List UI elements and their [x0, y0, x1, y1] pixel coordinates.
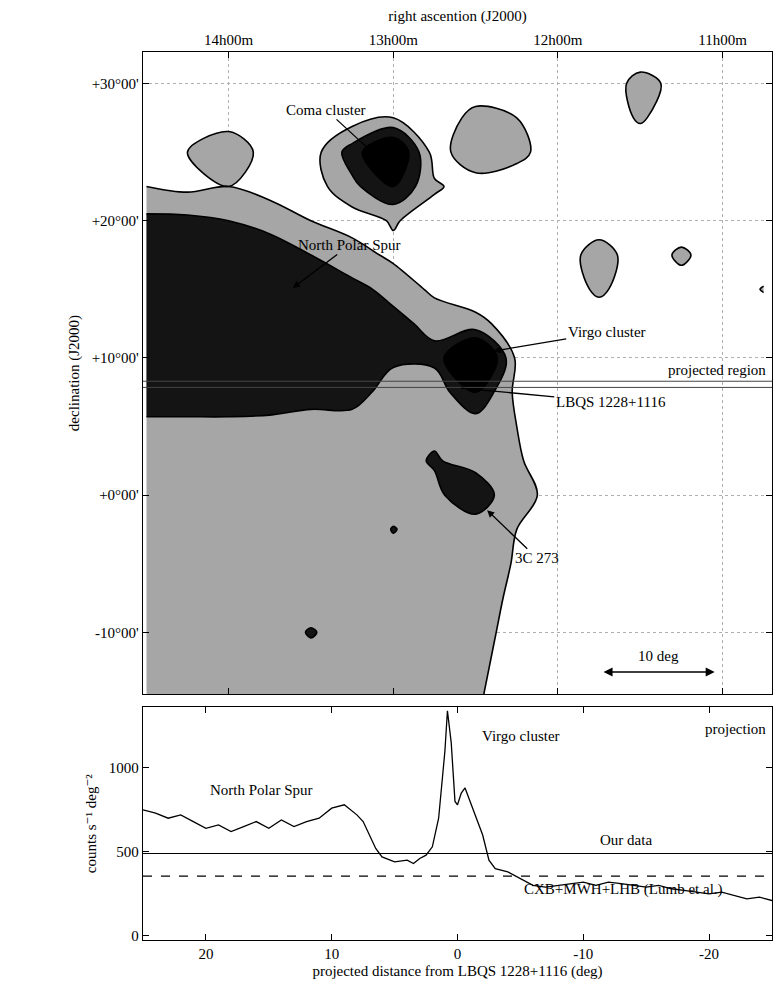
svg-text:+10°00': +10°00' [92, 350, 139, 366]
svg-text:counts s⁻¹ deg⁻²: counts s⁻¹ deg⁻² [83, 774, 99, 873]
svg-text:projected region: projected region [668, 362, 766, 378]
svg-text:right ascention (J2000): right ascention (J2000) [388, 8, 526, 25]
svg-text:12h00m: 12h00m [533, 32, 583, 48]
svg-text:0: 0 [454, 946, 462, 962]
svg-text:14h00m: 14h00m [204, 32, 254, 48]
svg-text:+20°00': +20°00' [92, 213, 139, 229]
svg-text:10 deg: 10 deg [638, 648, 679, 664]
svg-text:1000: 1000 [109, 760, 139, 776]
svg-text:+0°00': +0°00' [99, 487, 139, 503]
svg-text:projected distance from LBQS 1: projected distance from LBQS 1228+1116 (… [312, 963, 602, 980]
svg-text:+30°00': +30°00' [92, 76, 139, 92]
svg-text:3C 273: 3C 273 [515, 550, 559, 566]
svg-text:-10: -10 [573, 946, 593, 962]
svg-text:Coma cluster: Coma cluster [286, 102, 366, 118]
svg-text:North Polar Spur: North Polar Spur [298, 237, 401, 253]
svg-text:20: 20 [198, 946, 213, 962]
svg-text:0: 0 [131, 928, 139, 944]
svg-text:Virgo cluster: Virgo cluster [482, 728, 560, 744]
svg-text:North Polar Spur: North Polar Spur [210, 782, 313, 798]
svg-text:projection: projection [705, 721, 766, 737]
svg-text:Our data: Our data [600, 832, 652, 848]
svg-text:Virgo cluster: Virgo cluster [568, 324, 646, 340]
svg-text:13h00m: 13h00m [369, 32, 419, 48]
svg-text:-20: -20 [699, 946, 719, 962]
svg-text:LBQS 1228+1116: LBQS 1228+1116 [556, 394, 666, 410]
svg-text:11h00m: 11h00m [698, 32, 747, 48]
svg-text:500: 500 [116, 844, 139, 860]
svg-text:10: 10 [324, 946, 339, 962]
svg-text:-10°00': -10°00' [95, 625, 139, 641]
svg-text:declination (J2000): declination (J2000) [66, 315, 83, 431]
svg-text:CXB+MWH+LHB (Lumb et al.): CXB+MWH+LHB (Lumb et al.) [524, 881, 723, 898]
